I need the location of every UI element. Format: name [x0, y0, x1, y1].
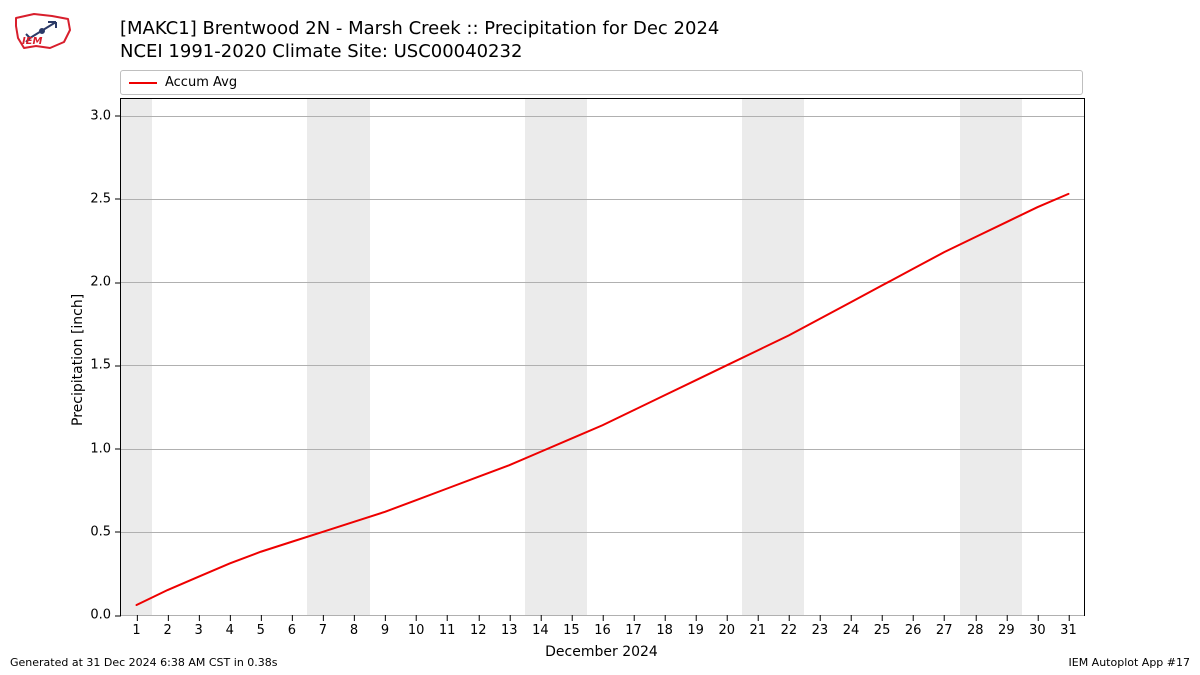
x-tick-label: 29	[998, 615, 1015, 638]
y-tick-label: 0.0	[90, 608, 121, 623]
y-tick-label: 1.5	[90, 358, 121, 373]
title-line-2: NCEI 1991-2020 Climate Site: USC00040232	[120, 41, 719, 64]
x-tick-label: 27	[936, 615, 953, 638]
x-tick-label: 20	[718, 615, 735, 638]
x-tick-label: 3	[195, 615, 203, 638]
title-line-1: [MAKC1] Brentwood 2N - Marsh Creek :: Pr…	[120, 18, 719, 41]
x-tick-label: 15	[563, 615, 580, 638]
x-tick-label: 18	[656, 615, 673, 638]
x-tick-label: 12	[470, 615, 487, 638]
chart-legend: Accum Avg	[120, 70, 1083, 95]
svg-text:IEM: IEM	[22, 36, 43, 47]
x-tick-label: 31	[1060, 615, 1077, 638]
y-tick-label: 0.5	[90, 524, 121, 539]
chart-title: [MAKC1] Brentwood 2N - Marsh Creek :: Pr…	[120, 18, 719, 63]
chart-container: IEM [MAKC1] Brentwood 2N - Marsh Creek :…	[0, 0, 1200, 675]
y-axis-label: Precipitation [inch]	[70, 294, 86, 426]
x-tick-label: 1	[132, 615, 140, 638]
x-tick-label: 9	[381, 615, 389, 638]
x-tick-label: 23	[812, 615, 829, 638]
x-tick-label: 19	[687, 615, 704, 638]
x-tick-label: 17	[625, 615, 642, 638]
plot-area: 0.00.51.01.52.02.53.01234567891011121314…	[120, 98, 1085, 616]
legend-swatch	[129, 82, 157, 84]
x-tick-label: 26	[905, 615, 922, 638]
x-tick-label: 8	[350, 615, 358, 638]
x-tick-label: 10	[408, 615, 425, 638]
x-tick-label: 14	[532, 615, 549, 638]
x-tick-label: 16	[594, 615, 611, 638]
x-tick-label: 30	[1029, 615, 1046, 638]
x-tick-label: 4	[226, 615, 234, 638]
y-tick-label: 3.0	[90, 108, 121, 123]
x-tick-label: 13	[501, 615, 518, 638]
iem-logo: IEM	[12, 8, 74, 52]
x-tick-label: 24	[843, 615, 860, 638]
x-tick-label: 25	[874, 615, 891, 638]
x-tick-label: 2	[163, 615, 171, 638]
series-line	[137, 194, 1069, 605]
x-axis-label: December 2024	[545, 644, 658, 660]
x-tick-label: 21	[750, 615, 767, 638]
footer-app: IEM Autoplot App #17	[1069, 656, 1191, 669]
x-tick-label: 5	[257, 615, 265, 638]
x-tick-label: 22	[781, 615, 798, 638]
legend-label: Accum Avg	[165, 75, 237, 90]
y-tick-label: 2.5	[90, 191, 121, 206]
y-tick-label: 1.0	[90, 441, 121, 456]
x-tick-label: 28	[967, 615, 984, 638]
footer-generated: Generated at 31 Dec 2024 6:38 AM CST in …	[10, 656, 278, 669]
y-tick-label: 2.0	[90, 275, 121, 290]
line-layer	[121, 99, 1084, 615]
x-tick-label: 7	[319, 615, 327, 638]
x-tick-label: 6	[288, 615, 296, 638]
x-tick-label: 11	[439, 615, 456, 638]
